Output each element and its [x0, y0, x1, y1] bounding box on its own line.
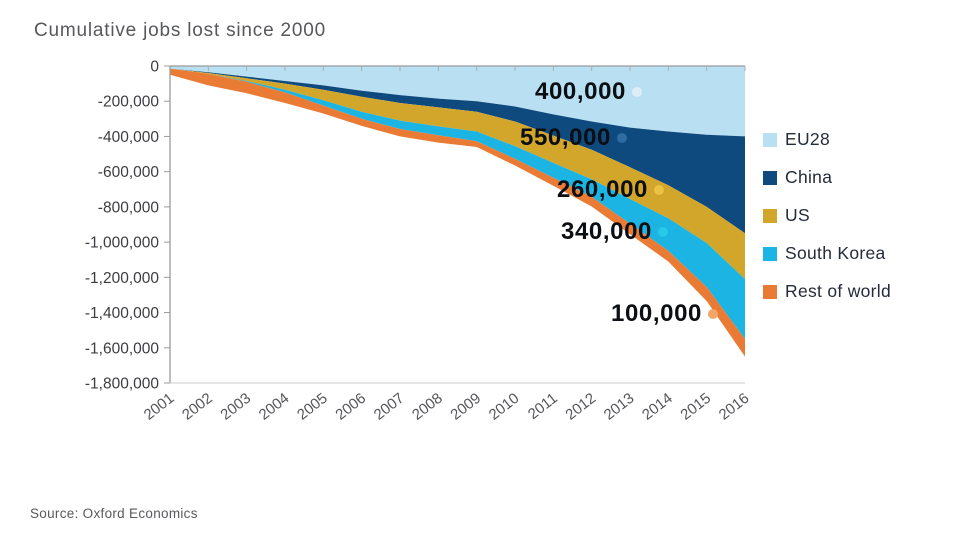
source-note: Source: Oxford Economics: [30, 506, 198, 521]
legend-label: Rest of world: [785, 281, 892, 301]
area-us: [170, 68, 745, 280]
y-tick-label: -1,400,000: [85, 305, 159, 322]
value-label-text: 400,000: [535, 78, 626, 105]
area-eu28: [170, 66, 745, 137]
x-tick-label: 2010: [486, 390, 523, 424]
legend-swatch: [763, 284, 777, 299]
x-tick-label: 2012: [562, 390, 599, 424]
value-label-text: 340,000: [561, 218, 652, 245]
value-label-us: 260,000: [557, 176, 664, 204]
legend-swatch: [763, 132, 777, 147]
y-tick-label: -1,800,000: [85, 376, 159, 393]
value-label-text: 100,000: [611, 300, 702, 327]
value-label-eu28: 400,000: [535, 78, 642, 106]
value-label-dot: [632, 87, 642, 97]
x-tick-label: 2008: [409, 390, 446, 424]
legend-label: China: [785, 167, 833, 187]
x-tick-label: 2016: [716, 390, 753, 424]
legend-swatch: [763, 170, 777, 185]
x-tick-label: 2013: [601, 390, 638, 424]
value-label-text: 260,000: [557, 176, 648, 203]
y-tick-label: -800,000: [98, 199, 160, 216]
legend-item-rest-of-world: Rest of world: [763, 281, 892, 301]
legend-item-eu28: EU28: [763, 129, 891, 149]
x-tick-label: 2003: [217, 390, 254, 424]
x-tick-label: 2002: [179, 390, 216, 424]
x-tick-label: 2007: [371, 390, 408, 424]
x-tick-label: 2011: [525, 390, 561, 423]
legend-swatch: [763, 246, 777, 261]
value-label-dot: [658, 227, 668, 237]
value-label-dot: [654, 185, 664, 195]
y-tick-label: -1,200,000: [85, 270, 159, 287]
x-tick-label: 2014: [639, 390, 676, 424]
value-label-dot: [617, 133, 627, 143]
y-tick-label: -1,000,000: [85, 235, 159, 252]
x-tick-label: 2006: [332, 390, 369, 424]
value-label-rest-of-world: 100,000: [611, 300, 718, 328]
legend-label: EU28: [785, 129, 830, 149]
value-label-text: 550,000: [520, 124, 611, 151]
x-tick-label: 2009: [447, 390, 484, 424]
area-south-korea: [170, 68, 745, 339]
legend-item-us: US: [763, 205, 891, 225]
y-tick-label: 0: [150, 59, 159, 76]
y-tick-label: -1,600,000: [85, 340, 159, 357]
legend-item-china: China: [763, 167, 891, 187]
chart-title: Cumulative jobs lost since 2000: [34, 20, 326, 41]
x-tick-label: 2001: [141, 390, 178, 424]
legend-swatch: [763, 208, 777, 223]
legend-label: US: [785, 205, 810, 225]
area-china: [170, 68, 745, 234]
y-tick-label: -600,000: [98, 164, 160, 181]
y-tick-label: -200,000: [98, 94, 160, 111]
value-label-china: 550,000: [520, 124, 627, 152]
legend-label: South Korea: [785, 243, 886, 263]
legend-item-south-korea: South Korea: [763, 243, 891, 263]
x-tick-label: 2005: [294, 390, 331, 424]
x-tick-label: 2004: [256, 390, 293, 424]
value-label-south-korea: 340,000: [561, 218, 668, 246]
chart-legend: EU28 China US South Korea Rest of world: [763, 129, 892, 321]
x-tick-label: 2015: [677, 390, 714, 424]
y-tick-label: -400,000: [98, 129, 160, 146]
value-label-dot: [708, 309, 718, 319]
